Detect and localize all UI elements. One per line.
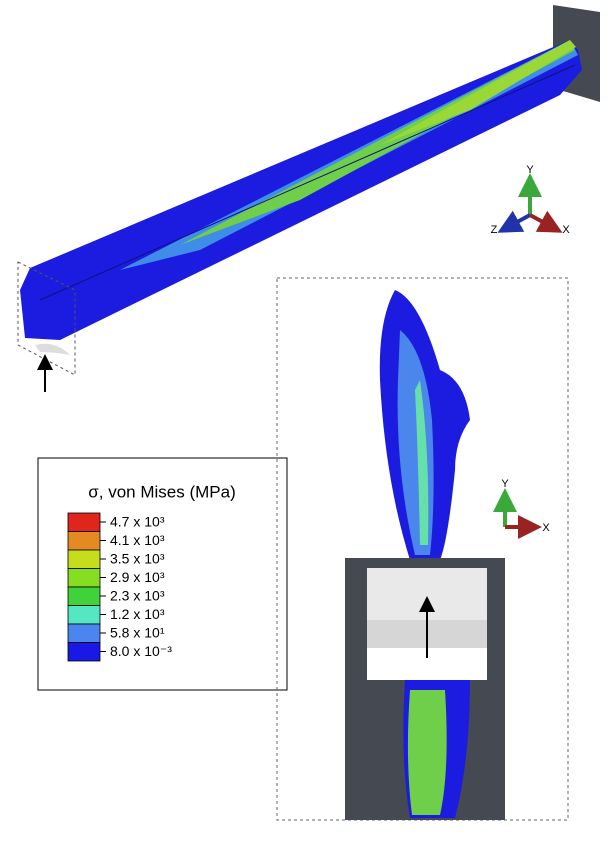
triad: Y X [501,478,550,534]
legend-swatch [68,569,100,588]
legend-swatch [68,513,100,532]
axis-label: Z [491,224,498,236]
legend-label: 4.1 x 10³ [110,532,165,548]
legend-swatch [68,624,100,643]
legend-label: 4.7 x 10³ [110,514,165,530]
legend-swatch [68,550,100,569]
legend-swatch [68,606,100,625]
axis-z [508,215,530,227]
legend-label: 3.5 x 10³ [110,551,165,567]
legend-label: 2.3 x 10³ [110,588,165,604]
axis-label: X [542,522,550,534]
legend-label: 5.8 x 10¹ [110,625,165,641]
axis-x [530,215,552,227]
legend-label: 8.0 x 10⁻³ [110,643,172,659]
triad: Y Z X [491,164,571,236]
page: Y Z X σ, von Mises (MPa) 4.7 x 10³ 4.1 x … [0,0,613,846]
legend-items: 4.7 x 10³ 4.1 x 10³ 3.5 x 10³ 2.9 x 10³ 2.3 … [68,513,172,661]
support [35,344,70,355]
axis-label: X [562,224,570,236]
legend-title: σ, von Mises (MPa) [88,482,235,501]
axis-label: Y [501,478,509,490]
legend-swatch [68,643,100,662]
beam-edge [40,65,575,300]
axis-label: Y [526,164,534,176]
legend-swatch [68,587,100,606]
tooth-root-face [408,690,447,815]
figure: Y Z X σ, von Mises (MPa) 4.7 x 10³ 4.1 x … [0,0,613,841]
legend-label: 2.9 x 10³ [110,569,165,585]
legend-swatch [68,532,100,551]
legend-label: 1.2 x 10³ [110,606,165,622]
